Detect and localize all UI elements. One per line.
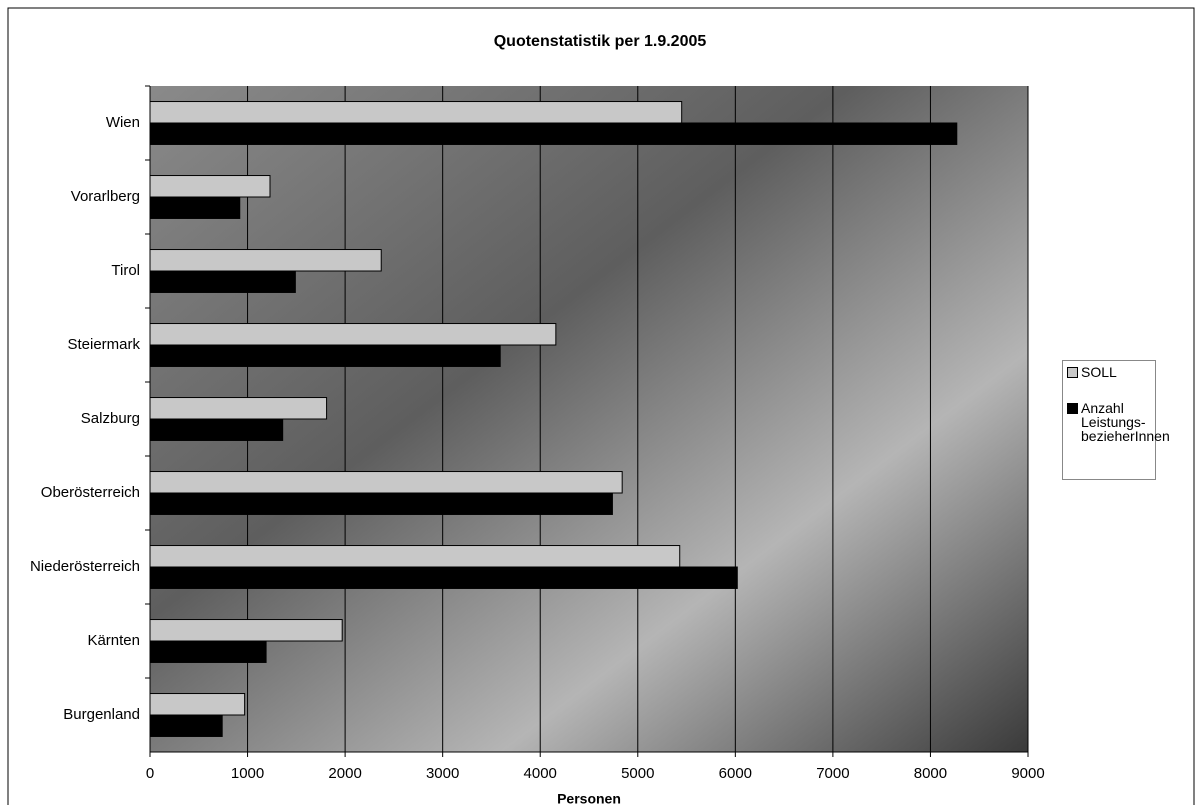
x-tick-label: 5000	[621, 765, 654, 782]
x-tick-label: 8000	[914, 765, 947, 782]
bar	[150, 271, 295, 292]
legend-swatch	[1067, 403, 1078, 414]
bar	[150, 694, 245, 715]
x-tick-label: 4000	[524, 765, 557, 782]
bar	[150, 398, 327, 419]
y-tick-label: Niederösterreich	[30, 558, 140, 575]
chart-title: Quotenstatistik per 1.9.2005	[494, 33, 707, 50]
legend-item: Anzahl Leistungs-bezieherInnen	[1067, 401, 1151, 443]
bar	[150, 197, 240, 218]
y-tick-label: Oberösterreich	[41, 484, 140, 501]
y-tick-label: Vorarlberg	[71, 188, 140, 205]
bar	[150, 567, 737, 588]
legend-label: SOLL	[1081, 365, 1117, 379]
bar	[150, 345, 500, 366]
bar	[150, 102, 682, 123]
x-tick-label: 0	[146, 765, 154, 782]
chart: Quotenstatistik per 1.9.2005 Personen 0 1…	[0, 0, 1203, 805]
bar	[150, 493, 612, 514]
bar	[150, 715, 222, 736]
bar	[150, 176, 270, 197]
legend-item: SOLL	[1067, 365, 1151, 379]
bar	[150, 250, 381, 271]
x-tick-label: 6000	[719, 765, 752, 782]
x-tick-label: 3000	[426, 765, 459, 782]
chart-container: Quotenstatistik per 1.9.2005 Personen 0 1…	[0, 0, 1203, 805]
bar	[150, 472, 622, 493]
legend: SOLL Anzahl Leistungs-bezieherInnen	[1062, 360, 1156, 480]
bar	[150, 419, 283, 440]
y-tick-label: Steiermark	[67, 336, 140, 353]
y-tick-label: Salzburg	[81, 410, 140, 427]
y-tick-label: Tirol	[111, 262, 140, 279]
x-tick-label: 7000	[816, 765, 849, 782]
x-tick-label: 9000	[1011, 765, 1044, 782]
y-tick-label: Burgenland	[63, 706, 140, 723]
y-tick-label: Wien	[106, 114, 140, 131]
y-tick-label: Kärnten	[87, 632, 140, 649]
bar	[150, 641, 266, 662]
bar	[150, 123, 957, 144]
bar	[150, 324, 556, 345]
x-tick-label: 1000	[231, 765, 264, 782]
x-tick-label: 2000	[328, 765, 361, 782]
bar	[150, 546, 680, 567]
legend-swatch	[1067, 367, 1078, 378]
bar	[150, 620, 342, 641]
x-axis-label: Personen	[557, 791, 621, 805]
legend-label: Anzahl Leistungs-bezieherInnen	[1081, 401, 1170, 443]
